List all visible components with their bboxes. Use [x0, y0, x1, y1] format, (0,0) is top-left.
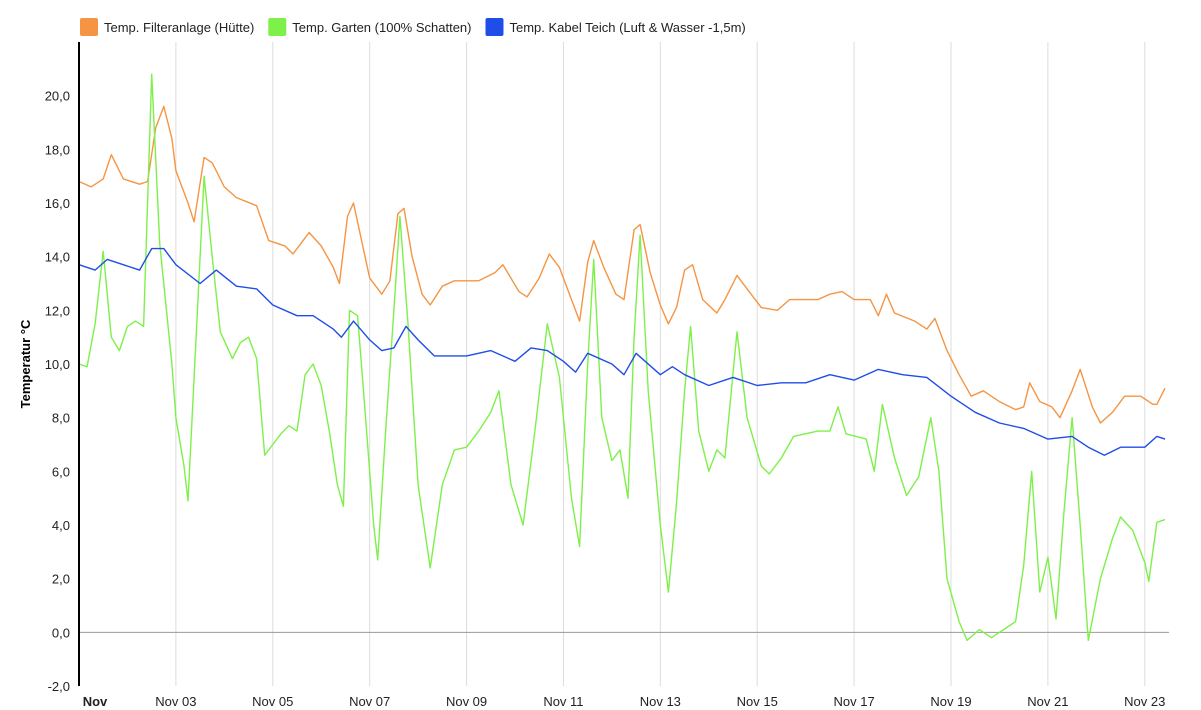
y-tick-label: 8,0 — [52, 411, 70, 426]
y-tick-label: 4,0 — [52, 518, 70, 533]
grid — [79, 42, 1169, 686]
axes: Nov Nov 03 Nov 05 Nov 07 Nov 09 Nov 11 Nov 13 N… — [45, 42, 1165, 709]
x-tick-label: Nov 17 — [834, 694, 875, 709]
legend: Temp. Filteranlage (Hütte) Temp. Garten (… — [80, 18, 746, 36]
series-line-3 — [78, 247, 1166, 456]
y-tick-label: 0,0 — [52, 625, 70, 640]
y-axis-title: Temperatur °C — [18, 319, 33, 408]
y-tick-label: 2,0 — [52, 572, 70, 587]
x-tick-label: Nov 23 — [1124, 694, 1165, 709]
x-tick-label: Nov 13 — [640, 694, 681, 709]
x-tick-label: Nov 15 — [737, 694, 778, 709]
series-line-1 — [78, 105, 1166, 424]
y-tick-label: 20,0 — [45, 89, 70, 104]
x-tick-label: Nov 11 — [543, 694, 583, 709]
y-tick-label: 14,0 — [45, 250, 70, 265]
series-layer — [78, 73, 1166, 642]
x-tick-label: Nov 21 — [1027, 694, 1068, 709]
legend-label[interactable]: Temp. Filteranlage (Hütte) — [104, 20, 254, 35]
y-tick-label: 12,0 — [45, 303, 70, 318]
x-tick-label: Nov 09 — [446, 694, 487, 709]
x-tick-label: Nov — [83, 694, 108, 709]
y-tick-label: 10,0 — [45, 357, 70, 372]
legend-swatch[interactable] — [485, 18, 504, 36]
legend-label[interactable]: Temp. Kabel Teich (Luft & Wasser -1,5m) — [509, 20, 745, 35]
y-tick-label: 18,0 — [45, 142, 70, 157]
x-tick-label: Nov 07 — [349, 694, 390, 709]
y-tick-label: 6,0 — [52, 464, 70, 479]
x-tick-label: Nov 05 — [252, 694, 293, 709]
y-tick-label: -2,0 — [48, 679, 70, 694]
legend-swatch[interactable] — [80, 18, 98, 36]
legend-swatch[interactable] — [268, 18, 287, 36]
y-tick-label: 16,0 — [45, 196, 70, 211]
x-tick-label: Nov 19 — [930, 694, 971, 709]
legend-label[interactable]: Temp. Garten (100% Schatten) — [292, 20, 471, 35]
series-line-2 — [78, 73, 1166, 642]
x-tick-label: Nov 03 — [155, 694, 196, 709]
